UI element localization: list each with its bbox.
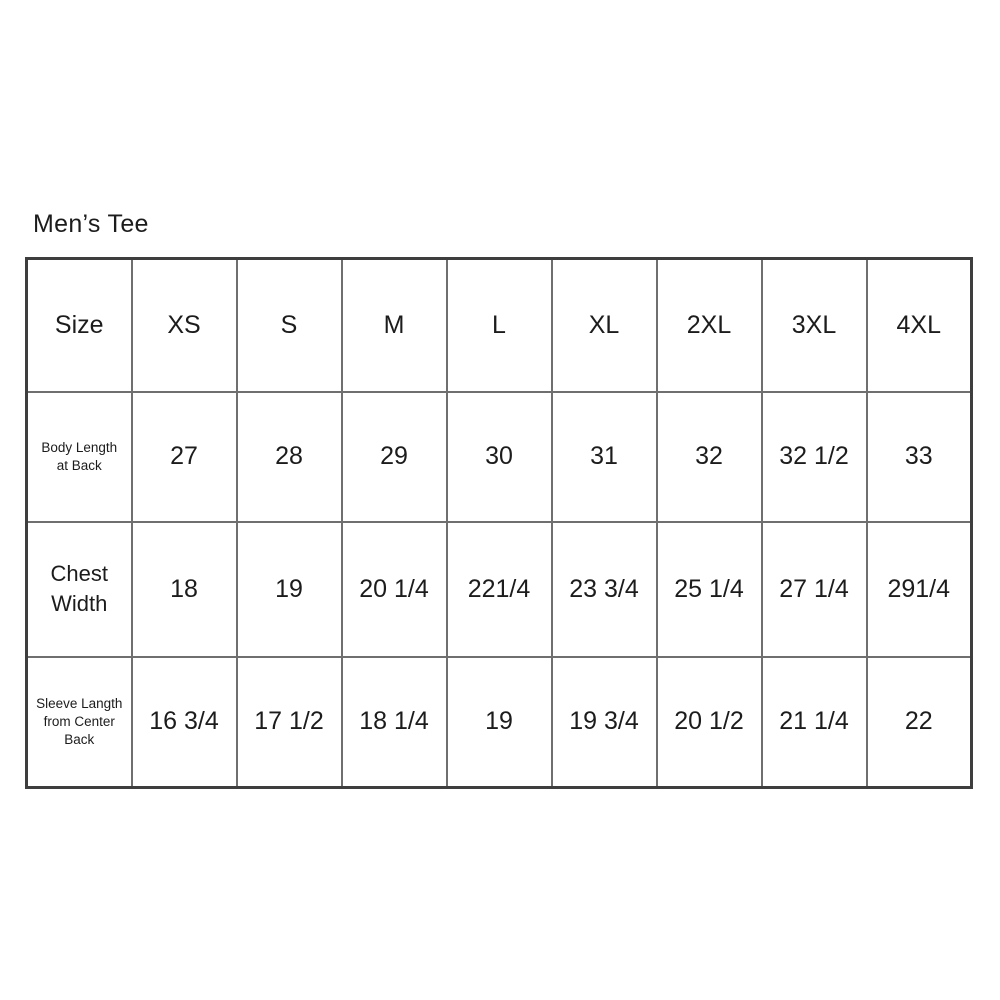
sleeve-length-s: 17 1/2 [235,655,343,789]
header-cell-s: S [235,257,343,393]
header-cell-xs: XS [130,257,238,393]
sleeve-length-3xl: 21 1/4 [760,655,868,789]
table-row-sleeve-length: Sleeve Langth from Center Back 16 3/4 17… [25,655,973,789]
header-cell-2xl: 2XL [655,257,763,393]
chest-width-s: 19 [235,520,343,658]
table-row-body-length: Body Length at Back 27 28 29 30 31 32 32… [25,390,973,523]
sleeve-length-2xl: 20 1/2 [655,655,763,789]
body-length-xs: 27 [130,390,238,523]
header-cell-3xl: 3XL [760,257,868,393]
body-length-3xl: 32 1/2 [760,390,868,523]
chest-width-2xl: 25 1/4 [655,520,763,658]
sleeve-length-xl: 19 3/4 [550,655,658,789]
body-length-xl: 31 [550,390,658,523]
header-cell-l: L [445,257,553,393]
chest-width-m: 20 1/4 [340,520,448,658]
table-header-row: Size XS S M L XL 2XL 3XL 4XL [25,257,973,393]
body-length-m: 29 [340,390,448,523]
body-length-4xl: 33 [865,390,973,523]
page-title: Men’s Tee [33,210,149,238]
chest-width-l: 221/4 [445,520,553,658]
row-label-chest-width: Chest Width [25,520,133,658]
chest-width-xs: 18 [130,520,238,658]
body-length-l: 30 [445,390,553,523]
chest-width-3xl: 27 1/4 [760,520,868,658]
row-label-sleeve-length: Sleeve Langth from Center Back [25,655,133,789]
table-row-chest-width: Chest Width 18 19 20 1/4 221/4 23 3/4 25… [25,520,973,658]
body-length-2xl: 32 [655,390,763,523]
header-cell-4xl: 4XL [865,257,973,393]
size-chart-table: Size XS S M L XL 2XL 3XL 4XL Body Length… [25,257,973,789]
sleeve-length-m: 18 1/4 [340,655,448,789]
header-cell-size: Size [25,257,133,393]
header-cell-m: M [340,257,448,393]
sleeve-length-l: 19 [445,655,553,789]
sleeve-length-xs: 16 3/4 [130,655,238,789]
chest-width-4xl: 291/4 [865,520,973,658]
sleeve-length-4xl: 22 [865,655,973,789]
header-cell-xl: XL [550,257,658,393]
body-length-s: 28 [235,390,343,523]
row-label-body-length: Body Length at Back [25,390,133,523]
chest-width-xl: 23 3/4 [550,520,658,658]
